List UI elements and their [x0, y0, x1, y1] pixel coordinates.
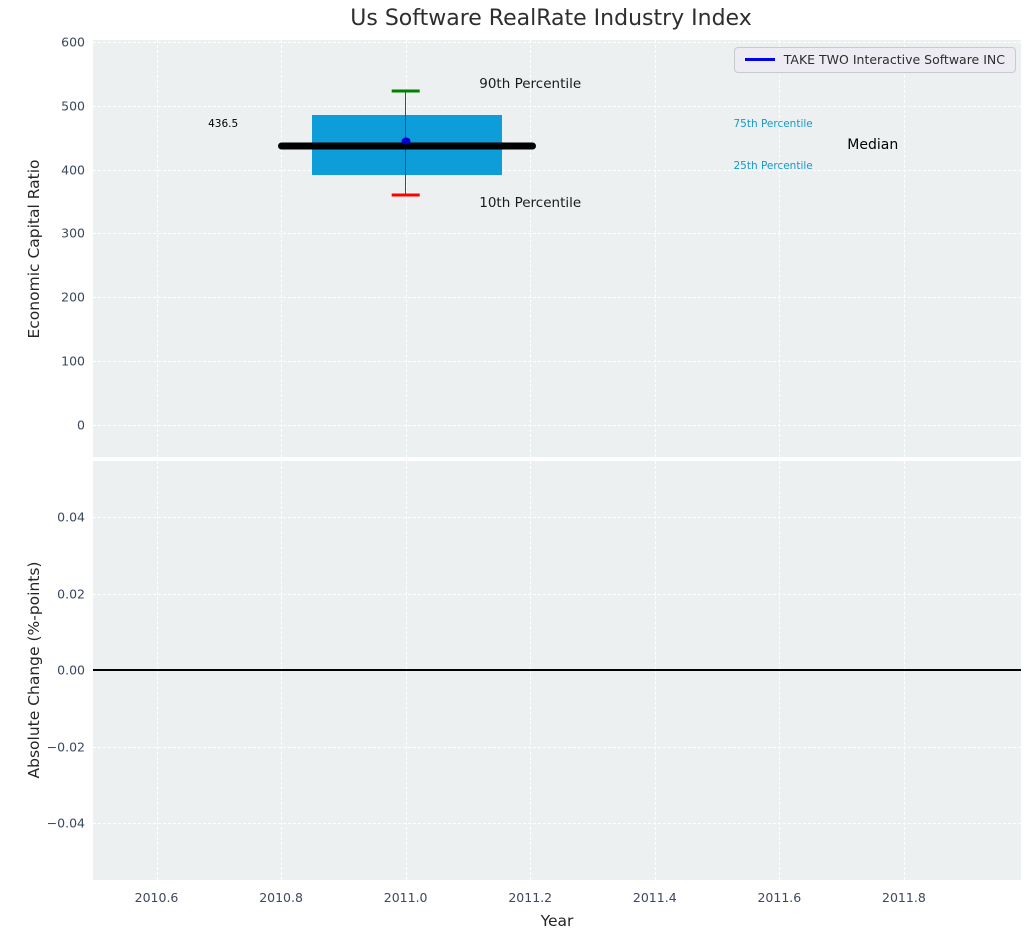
p10-label: 10th Percentile	[479, 194, 582, 211]
p90-label: 90th Percentile	[479, 76, 582, 93]
y-gridline	[93, 233, 1021, 235]
x-axis-label: Year	[540, 912, 574, 930]
x-gridline	[654, 40, 656, 457]
y-gridline	[93, 41, 1021, 43]
x-gridline	[779, 40, 781, 457]
p75-label: 75th Percentile	[733, 117, 813, 130]
top-axes: TAKE TWO Interactive Software INC 436.5 9…	[93, 40, 1021, 457]
x-tick-label: 2011.4	[632, 890, 677, 905]
y-tick-label: −0.04	[46, 815, 85, 831]
x-tick-label: 2011.2	[508, 890, 553, 905]
median-line	[277, 142, 537, 150]
y-gridline	[93, 361, 1021, 363]
y-gridline	[93, 297, 1021, 299]
x-tick-label: 2011.6	[757, 890, 802, 905]
y-tick-label: 100	[61, 353, 85, 369]
y-tick-label: 0	[77, 417, 85, 433]
y-gridline	[93, 105, 1021, 107]
y-gridline	[93, 517, 1021, 519]
company-marker	[401, 137, 411, 145]
y-tick-label: 300	[61, 225, 85, 241]
y-gridline	[93, 169, 1021, 171]
p10-whisker-cap	[391, 193, 420, 197]
x-tick-label: 2011.8	[882, 890, 926, 905]
x-gridline	[156, 40, 158, 457]
x-tick-label: 2011.0	[383, 890, 428, 905]
p25-label: 25th Percentile	[733, 160, 813, 173]
legend-line-swatch	[744, 58, 775, 61]
y-tick-label: 0.04	[57, 509, 85, 525]
bottom-axes	[93, 461, 1021, 880]
y-gridline	[93, 425, 1021, 427]
p90-whisker-cap	[391, 89, 420, 93]
y-tick-label: 0.00	[57, 662, 85, 678]
x-gridline	[281, 40, 283, 457]
x-gridline	[530, 40, 532, 457]
legend-label: TAKE TWO Interactive Software INC	[783, 52, 1005, 67]
y-tick-label: 500	[61, 98, 85, 114]
legend: TAKE TWO Interactive Software INC	[733, 47, 1016, 73]
y-gridline	[93, 593, 1021, 595]
x-tick-label: 2010.8	[259, 890, 303, 905]
x-gridline	[405, 40, 407, 457]
y-tick-label: 400	[61, 162, 85, 178]
zero-line	[93, 669, 1021, 672]
y-gridline	[93, 746, 1021, 748]
chart-title: Us Software RealRate Industry Index	[350, 6, 752, 31]
y-tick-label: 600	[61, 34, 85, 50]
median-label: Median	[847, 136, 899, 153]
x-tick-label: 2010.6	[134, 890, 179, 905]
y-axis-label-top: Economic Capital Ratio	[25, 159, 43, 339]
y-tick-label: −0.02	[46, 739, 85, 755]
y-tick-label: 200	[61, 289, 85, 305]
median-value-label: 436.5	[208, 117, 239, 130]
y-tick-label: 0.02	[57, 586, 85, 602]
x-gridline	[903, 40, 905, 457]
y-gridline	[93, 823, 1021, 825]
